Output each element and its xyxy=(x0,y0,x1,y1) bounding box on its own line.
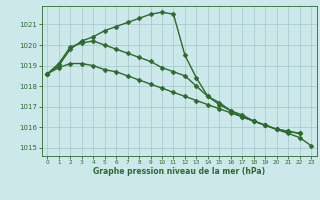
X-axis label: Graphe pression niveau de la mer (hPa): Graphe pression niveau de la mer (hPa) xyxy=(93,167,265,176)
